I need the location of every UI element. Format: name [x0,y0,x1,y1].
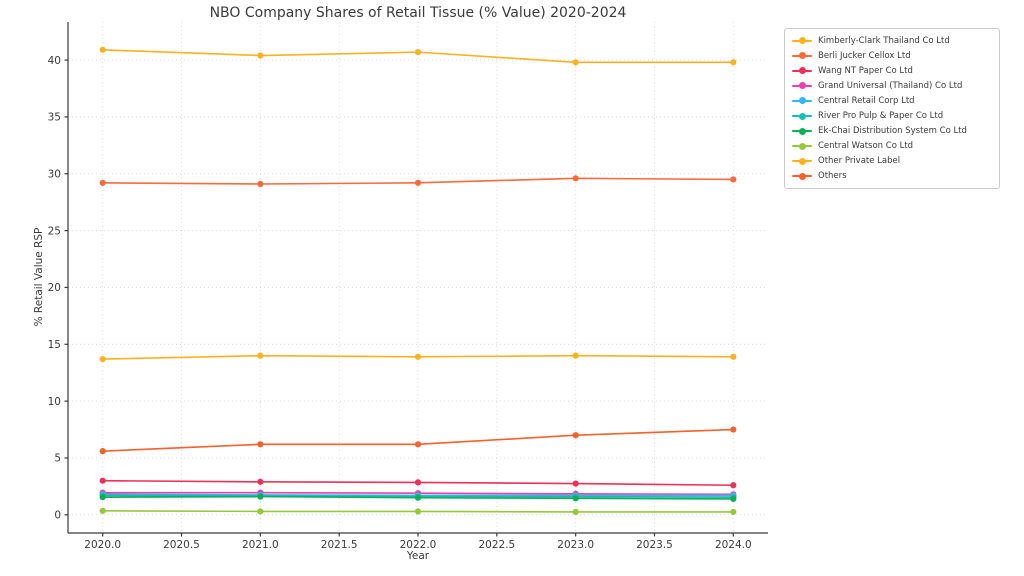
data-point-ek-chai-distribution-system-co-ltd [99,494,106,501]
x-tick-label: 2023.5 [636,539,673,551]
legend-item-wang-nt-paper-co-ltd: Wang NT Paper Co Ltd [792,63,992,78]
data-point-berli-jucker-cellox-ltd [414,179,422,186]
data-point-ek-chai-distribution-system-co-ltd [414,494,422,501]
legend-label: Central Retail Corp Ltd [818,95,915,106]
series-line-others [102,428,734,452]
x-tick-label: 2023.0 [557,539,594,551]
data-point-berli-jucker-cellox-ltd [257,180,264,188]
data-point-other-private-label [99,355,106,363]
data-point-wang-nt-paper-co-ltd [257,478,264,485]
x-tick-label: 2020.0 [84,539,121,551]
data-point-ek-chai-distribution-system-co-ltd [730,495,737,502]
legend-item-ek-chai-distribution-system-co-ltd: Ek-Chai Distribution System Co Ltd [792,124,992,139]
data-point-central-watson-co-ltd [99,507,106,514]
legend-marker-icon [792,36,812,45]
data-point-others [257,441,264,448]
data-point-central-watson-co-ltd [730,508,737,516]
legend-item-kimberly-clark-thailand-co-ltd: Kimberly-Clark Thailand Co Ltd [792,33,992,48]
legend-marker-icon [792,142,812,151]
y-tick-label: 30 [48,168,61,180]
legend-item-other-private-label: Other Private Label [792,154,992,169]
data-point-central-watson-co-ltd [414,508,422,515]
y-tick-label: 15 [48,339,61,351]
y-tick-label: 20 [48,282,61,294]
data-point-others [99,448,106,455]
x-tick-label: 2022.0 [400,539,437,551]
data-point-kimberly-clark-thailand-co-ltd [572,59,579,66]
legend-marker-icon [792,96,812,105]
data-point-central-watson-co-ltd [572,508,579,516]
data-point-others [414,441,422,448]
legend-item-central-watson-co-ltd: Central Watson Co Ltd [792,139,992,154]
legend-item-others: Others [792,169,992,184]
legend-marker-icon [792,112,812,121]
data-point-wang-nt-paper-co-ltd [730,482,737,489]
data-point-berli-jucker-cellox-ltd [99,179,106,186]
data-point-kimberly-clark-thailand-co-ltd [414,49,422,56]
y-tick-label: 40 [48,55,61,67]
x-tick-label: 2021.0 [242,539,279,551]
y-tick-label: 10 [48,396,61,408]
legend-label: Wang NT Paper Co Ltd [818,65,913,76]
legend-label: Berli Jucker Cellox Ltd [818,50,911,61]
legend-item-berli-jucker-cellox-ltd: Berli Jucker Cellox Ltd [792,48,992,63]
y-tick-label: 35 [48,112,61,124]
data-point-berli-jucker-cellox-ltd [730,176,737,183]
legend-label: Central Watson Co Ltd [818,141,914,152]
legend-label: Ek-Chai Distribution System Co Ltd [818,126,967,137]
x-tick-label: 2022.5 [478,539,515,551]
data-point-ek-chai-distribution-system-co-ltd [572,495,579,502]
data-point-wang-nt-paper-co-ltd [99,477,106,484]
y-tick-label: 0 [54,510,61,522]
data-point-others [730,426,737,433]
legend: Kimberly-Clark Thailand Co Ltd Berli Juck… [784,28,1000,189]
x-tick-label: 2020.5 [163,539,200,551]
legend-label: Grand Universal (Thailand) Co Ltd [818,80,963,91]
legend-marker-icon [792,127,812,136]
data-point-wang-nt-paper-co-ltd [572,480,579,487]
y-axis-label: % Retail Value RSP [33,227,45,327]
data-point-other-private-label [257,352,264,359]
legend-marker-icon [792,66,812,75]
data-point-other-private-label [730,353,737,360]
data-point-berli-jucker-cellox-ltd [572,175,579,182]
legend-label: Others [818,171,847,182]
data-point-kimberly-clark-thailand-co-ltd [99,46,106,53]
legend-marker-icon [792,172,812,181]
legend-marker-icon [792,51,812,60]
legend-label: Kimberly-Clark Thailand Co Ltd [818,35,950,46]
legend-label: Other Private Label [818,156,901,167]
legend-item-central-retail-corp-ltd: Central Retail Corp Ltd [792,93,992,108]
legend-marker-icon [792,157,812,166]
y-tick-label: 25 [48,225,61,237]
legend-item-river-pro-pulp-paper-co-ltd: River Pro Pulp & Paper Co Ltd [792,108,992,123]
data-point-ek-chai-distribution-system-co-ltd [257,493,264,500]
y-tick-label: 5 [54,453,61,465]
legend-marker-icon [792,81,812,90]
data-point-kimberly-clark-thailand-co-ltd [257,52,264,59]
x-tick-label: 2021.5 [321,539,358,551]
data-point-kimberly-clark-thailand-co-ltd [730,59,737,66]
chart-title: NBO Company Shares of Retail Tissue (% V… [209,5,627,21]
legend-label: River Pro Pulp & Paper Co Ltd [818,111,944,122]
data-point-other-private-label [414,353,422,360]
data-point-other-private-label [572,352,579,359]
data-point-wang-nt-paper-co-ltd [414,479,422,486]
data-point-others [572,432,579,439]
legend-item-grand-universal-thailand-co-ltd: Grand Universal (Thailand) Co Ltd [792,78,992,93]
data-point-central-watson-co-ltd [257,508,264,515]
x-axis-label: Year [406,550,430,562]
x-tick-label: 2024.0 [715,539,752,551]
